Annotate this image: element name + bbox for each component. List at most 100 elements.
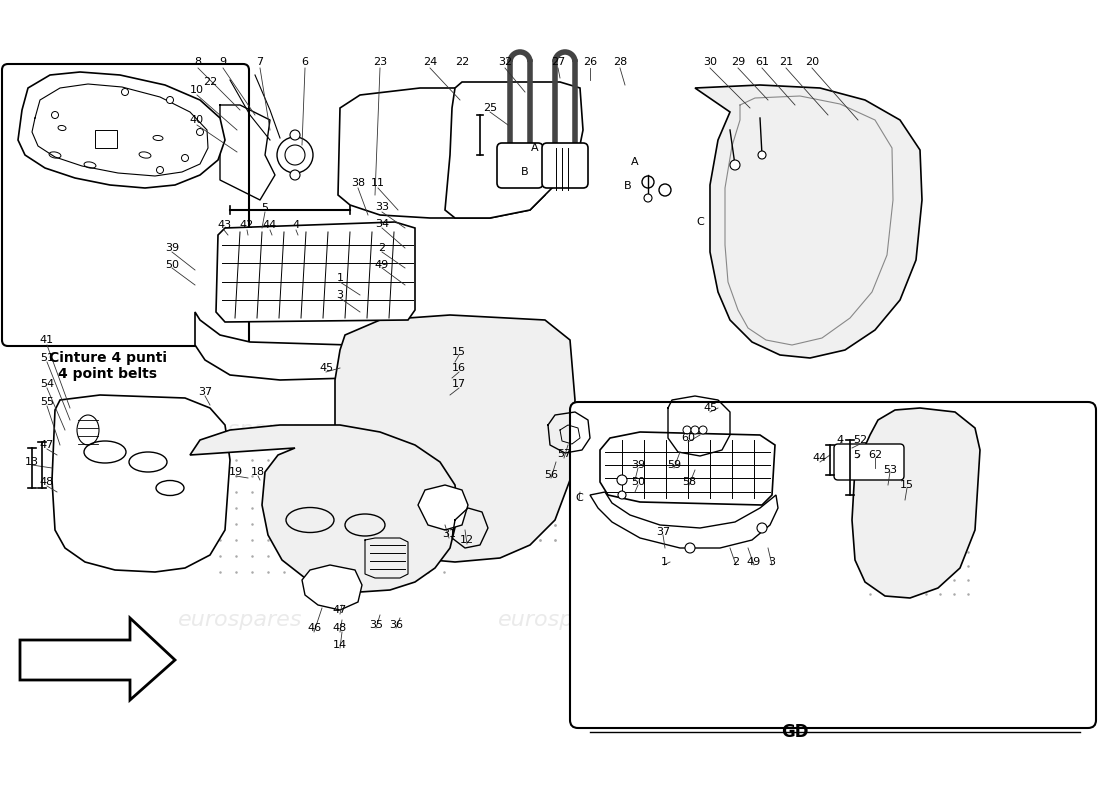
Text: 20: 20: [805, 57, 820, 67]
FancyBboxPatch shape: [497, 143, 543, 188]
Text: A: A: [531, 143, 539, 153]
Polygon shape: [18, 72, 226, 188]
Text: eurospares: eurospares: [497, 420, 623, 440]
Text: 3: 3: [769, 557, 776, 567]
Text: 17: 17: [452, 379, 466, 389]
Text: 47: 47: [333, 605, 348, 615]
Text: 46: 46: [307, 623, 321, 633]
Polygon shape: [302, 565, 362, 610]
Text: A: A: [631, 157, 639, 167]
Text: 24: 24: [422, 57, 437, 67]
Text: 22: 22: [202, 77, 217, 87]
Text: 41: 41: [40, 335, 54, 345]
Text: 2: 2: [378, 243, 386, 253]
Circle shape: [758, 151, 766, 159]
Text: 22: 22: [455, 57, 469, 67]
Text: 23: 23: [373, 57, 387, 67]
Circle shape: [166, 97, 174, 103]
Text: 11: 11: [371, 178, 385, 188]
Polygon shape: [190, 425, 458, 592]
Text: 47: 47: [40, 440, 54, 450]
Circle shape: [290, 130, 300, 140]
Text: 2: 2: [733, 557, 739, 567]
Text: 58: 58: [682, 477, 696, 487]
Text: 38: 38: [351, 178, 365, 188]
Text: 15: 15: [452, 347, 466, 357]
Text: 13: 13: [25, 457, 39, 467]
Text: 25: 25: [483, 103, 497, 113]
Circle shape: [691, 426, 698, 434]
Circle shape: [644, 194, 652, 202]
Text: 4 point belts: 4 point belts: [58, 367, 157, 381]
Text: 54: 54: [40, 379, 54, 389]
Circle shape: [730, 160, 740, 170]
Polygon shape: [446, 82, 583, 218]
Text: 14: 14: [333, 640, 348, 650]
Text: 44: 44: [813, 453, 827, 463]
Polygon shape: [338, 88, 544, 218]
Circle shape: [197, 129, 204, 135]
Text: 27: 27: [551, 57, 565, 67]
Polygon shape: [600, 432, 775, 505]
Text: 48: 48: [333, 623, 348, 633]
Text: 21: 21: [779, 57, 793, 67]
Text: 43: 43: [217, 220, 231, 230]
Text: 59: 59: [667, 460, 681, 470]
Text: 51: 51: [40, 353, 54, 363]
Polygon shape: [52, 395, 230, 572]
Circle shape: [659, 184, 671, 196]
Text: 34: 34: [375, 219, 389, 229]
Text: 1: 1: [337, 273, 343, 283]
Text: 50: 50: [165, 260, 179, 270]
Text: 3: 3: [337, 290, 343, 300]
FancyBboxPatch shape: [542, 143, 588, 188]
FancyBboxPatch shape: [2, 64, 249, 346]
FancyBboxPatch shape: [834, 444, 904, 480]
Text: 4: 4: [836, 435, 844, 445]
Text: 48: 48: [40, 477, 54, 487]
Text: 19: 19: [229, 467, 243, 477]
Text: 61: 61: [755, 57, 769, 67]
Circle shape: [618, 491, 626, 499]
Circle shape: [617, 475, 627, 485]
Polygon shape: [590, 492, 778, 548]
Polygon shape: [695, 85, 922, 358]
Circle shape: [52, 111, 58, 118]
Text: eurospares: eurospares: [178, 420, 303, 440]
Text: 9: 9: [219, 57, 227, 67]
Text: B: B: [624, 181, 631, 191]
Circle shape: [698, 426, 707, 434]
Text: 29: 29: [730, 57, 745, 67]
FancyBboxPatch shape: [570, 402, 1096, 728]
Text: 39: 39: [631, 460, 645, 470]
Text: 31: 31: [442, 529, 456, 539]
Text: 45: 45: [703, 403, 717, 413]
Text: 6: 6: [301, 57, 308, 67]
Text: 18: 18: [251, 467, 265, 477]
Text: 8: 8: [195, 57, 201, 67]
Text: 15: 15: [900, 480, 914, 490]
Circle shape: [121, 89, 129, 95]
Circle shape: [182, 154, 188, 162]
Text: 53: 53: [883, 465, 896, 475]
Text: 49: 49: [747, 557, 761, 567]
Text: 37: 37: [656, 527, 670, 537]
Text: 52: 52: [852, 435, 867, 445]
Text: 10: 10: [190, 85, 204, 95]
Text: 12: 12: [460, 535, 474, 545]
Polygon shape: [418, 485, 468, 530]
Text: 5: 5: [262, 203, 268, 213]
Text: 32: 32: [498, 57, 513, 67]
Text: 50: 50: [631, 477, 645, 487]
Text: 30: 30: [703, 57, 717, 67]
Text: 56: 56: [544, 470, 558, 480]
Circle shape: [683, 426, 691, 434]
Bar: [95, 130, 117, 148]
Text: 26: 26: [583, 57, 597, 67]
Text: 44: 44: [263, 220, 277, 230]
Text: 28: 28: [613, 57, 627, 67]
Circle shape: [757, 523, 767, 533]
Circle shape: [290, 170, 300, 180]
Text: 36: 36: [389, 620, 403, 630]
Polygon shape: [20, 618, 175, 700]
